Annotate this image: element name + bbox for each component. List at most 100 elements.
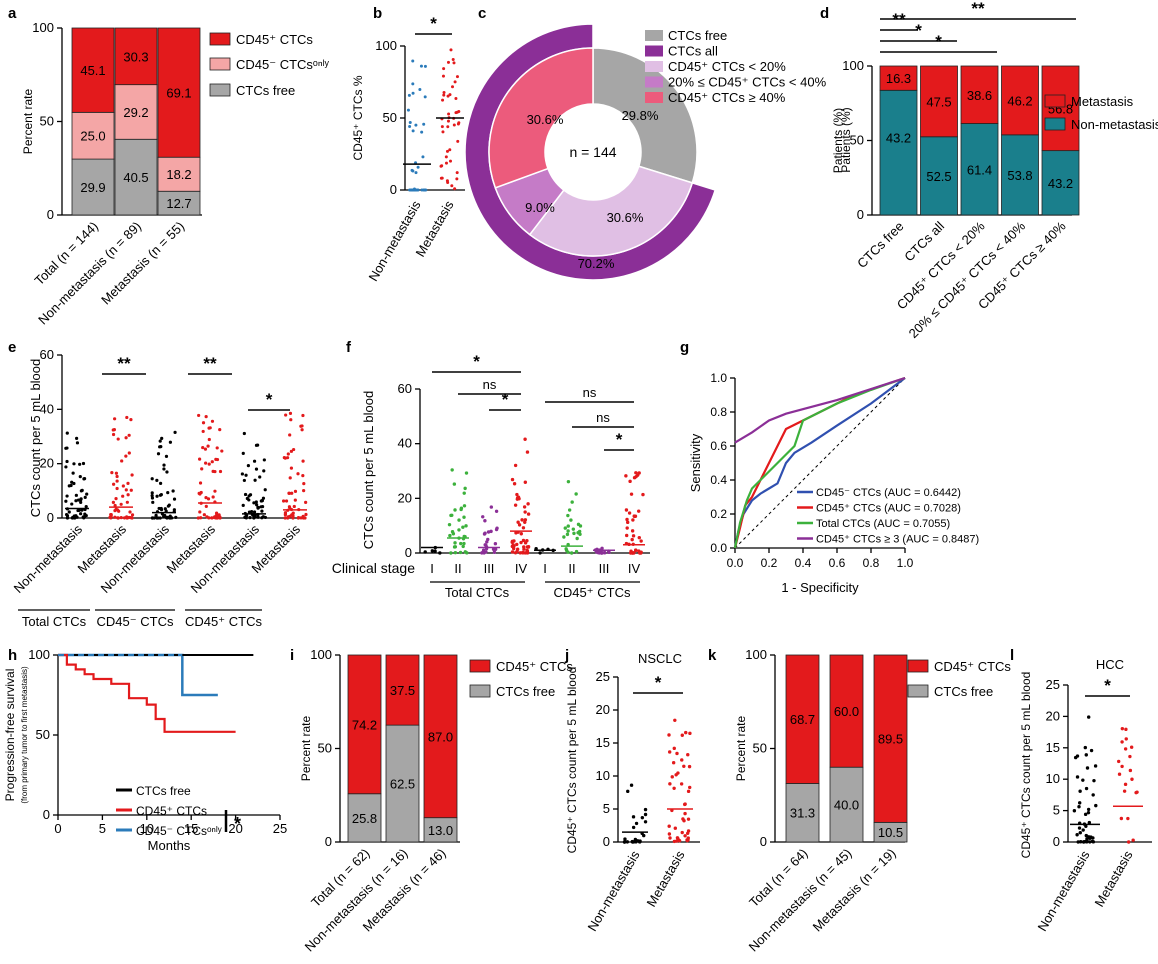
data-point bbox=[458, 550, 463, 555]
data-point bbox=[462, 491, 466, 495]
data-point bbox=[79, 489, 83, 493]
data-point bbox=[451, 57, 455, 61]
data-point bbox=[563, 526, 567, 530]
data-point bbox=[70, 480, 74, 484]
data-point bbox=[407, 93, 411, 97]
data-point bbox=[641, 492, 645, 497]
x-tick-label: II bbox=[454, 561, 461, 576]
data-point bbox=[245, 514, 249, 518]
y-tick-label: 0.2 bbox=[710, 507, 727, 521]
x-tick-label: 15 bbox=[184, 821, 198, 836]
data-point bbox=[576, 522, 581, 527]
bar-metastasis bbox=[920, 65, 958, 138]
data-point bbox=[481, 550, 485, 555]
significance-label: * bbox=[430, 14, 437, 33]
data-point bbox=[242, 431, 246, 436]
data-point bbox=[261, 496, 266, 500]
x-tick-label: 0.8 bbox=[863, 556, 880, 570]
data-point bbox=[522, 505, 527, 509]
data-point bbox=[448, 159, 452, 163]
data-point bbox=[290, 491, 294, 495]
data-point bbox=[422, 122, 426, 126]
data-point bbox=[206, 497, 211, 501]
data-label: 30.3 bbox=[123, 49, 148, 64]
data-label: 18.2 bbox=[166, 167, 191, 182]
data-point bbox=[284, 413, 288, 417]
data-point bbox=[83, 495, 87, 499]
y-tick-label: 15 bbox=[1046, 740, 1060, 755]
data-point bbox=[672, 839, 677, 844]
y-tick-label: 0.6 bbox=[710, 439, 727, 453]
data-point bbox=[481, 515, 485, 519]
chart-title: HCC bbox=[1096, 657, 1124, 672]
legend-swatch bbox=[209, 32, 231, 46]
data-point bbox=[566, 479, 571, 484]
data-point bbox=[198, 481, 203, 485]
bar-metastasis bbox=[1001, 65, 1039, 136]
significance-label: * bbox=[655, 673, 662, 692]
data-point bbox=[124, 488, 128, 492]
bar-nonmetastasis bbox=[960, 123, 999, 216]
data-point bbox=[126, 481, 130, 486]
significance-label: * bbox=[473, 352, 480, 371]
data-point bbox=[241, 451, 245, 455]
data-point bbox=[1120, 764, 1124, 769]
data-point bbox=[125, 516, 129, 520]
data-point bbox=[640, 815, 645, 820]
row-label: Clinical stage bbox=[332, 560, 415, 576]
legend-swatch bbox=[209, 83, 231, 97]
x-tick-label: IV bbox=[515, 561, 528, 576]
data-label: 89.5 bbox=[878, 732, 903, 747]
data-point bbox=[218, 515, 222, 519]
data-point bbox=[299, 516, 303, 520]
data-point bbox=[289, 449, 294, 453]
data-point bbox=[414, 171, 418, 175]
x-tick-label: Metastasis bbox=[644, 848, 688, 910]
data-point bbox=[218, 428, 222, 432]
data-point bbox=[65, 516, 70, 520]
bar-cdctcs bbox=[114, 84, 158, 140]
data-point bbox=[411, 129, 415, 133]
data-point bbox=[288, 476, 292, 480]
data-point bbox=[1085, 840, 1089, 844]
data-point bbox=[116, 437, 120, 441]
data-point bbox=[1086, 807, 1091, 812]
data-point bbox=[204, 496, 208, 500]
data-point bbox=[242, 478, 246, 483]
data-point bbox=[65, 494, 69, 498]
bar-ctcsfree bbox=[347, 793, 382, 843]
data-point bbox=[168, 440, 173, 444]
data-point bbox=[252, 459, 257, 463]
data-point bbox=[287, 505, 292, 509]
data-point bbox=[207, 462, 211, 466]
data-point bbox=[520, 518, 524, 522]
legend-entry: CTCs free bbox=[668, 28, 727, 43]
data-point bbox=[287, 491, 292, 495]
legend-swatch bbox=[645, 92, 663, 103]
data-point bbox=[256, 515, 260, 519]
data-point bbox=[452, 123, 456, 127]
data-point bbox=[577, 529, 582, 534]
data-point bbox=[163, 513, 167, 518]
x-tick-label: Non-metastasis bbox=[1034, 848, 1092, 934]
data-point bbox=[304, 500, 308, 504]
data-point bbox=[121, 494, 125, 498]
legend-swatch bbox=[209, 57, 231, 71]
data-point bbox=[111, 500, 115, 504]
data-point bbox=[683, 811, 687, 816]
legend-swatch bbox=[469, 659, 491, 673]
data-point bbox=[449, 48, 453, 52]
data-point bbox=[1091, 836, 1095, 840]
data-point bbox=[255, 503, 259, 507]
data-point bbox=[495, 526, 499, 530]
data-point bbox=[430, 549, 435, 553]
data-point bbox=[155, 516, 159, 520]
data-point bbox=[164, 454, 169, 458]
data-point bbox=[566, 524, 570, 528]
data-point bbox=[457, 518, 461, 522]
y-axis-label: CTCs count per 5 mL blood bbox=[28, 359, 43, 517]
data-point bbox=[207, 437, 211, 442]
data-point bbox=[446, 181, 450, 185]
data-point bbox=[210, 460, 214, 464]
data-point bbox=[288, 433, 292, 437]
